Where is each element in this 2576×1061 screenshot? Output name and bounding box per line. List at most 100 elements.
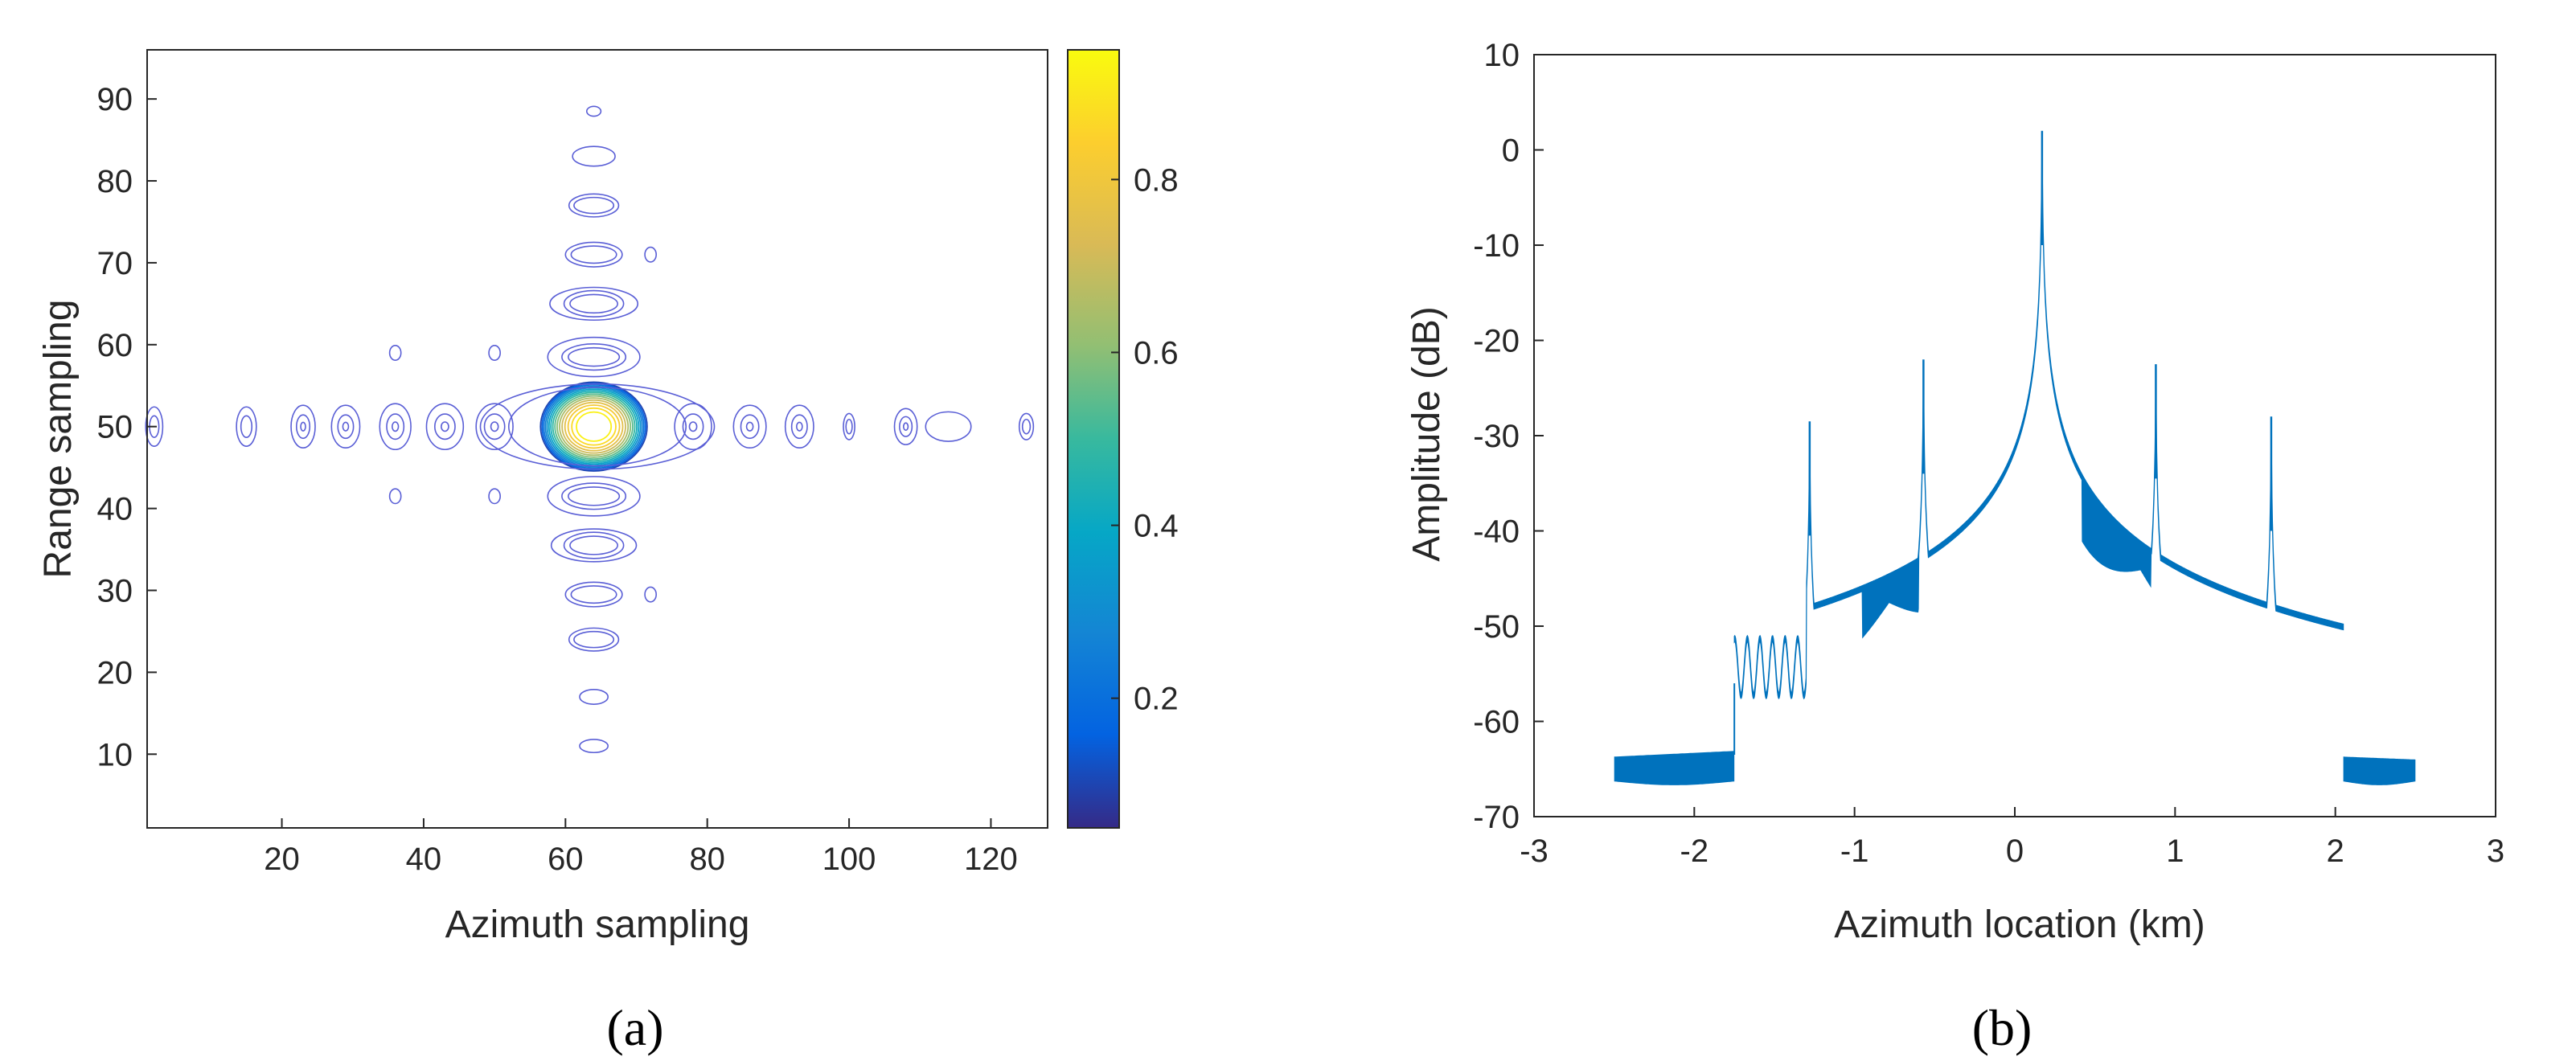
panel-label-a: (a) xyxy=(606,999,663,1056)
contour-line xyxy=(740,414,760,440)
contour-line xyxy=(550,390,638,464)
colorbar: 0.2 0.4 0.6 0.8 xyxy=(1067,49,1179,829)
x-axis-ticks: -3 -2 -1 0 1 2 3 xyxy=(1520,807,2504,869)
contour-line xyxy=(569,535,619,555)
y-tick-label: 80 xyxy=(97,164,133,199)
y-tick-label: 20 xyxy=(97,655,133,690)
contour-line xyxy=(479,383,716,470)
x-tick-label: 0 xyxy=(2006,834,2024,869)
floor-band xyxy=(2343,756,2416,785)
x-axis-label: Azimuth location (km) xyxy=(1834,903,2205,946)
x-tick-label: 2 xyxy=(2327,834,2344,869)
y-tick-label: 70 xyxy=(97,246,133,281)
contour-line xyxy=(547,476,641,517)
contour-line xyxy=(784,404,814,449)
y-axis-label: Range sampling xyxy=(37,300,80,579)
contour-line xyxy=(561,482,627,510)
panel-label-b: (b) xyxy=(1972,999,2032,1056)
contour-line xyxy=(561,343,627,371)
contour-line xyxy=(342,421,350,432)
contour-line xyxy=(573,630,615,649)
contour-line xyxy=(843,412,855,440)
y-tick-label: 50 xyxy=(97,410,133,445)
contour-line xyxy=(391,421,400,432)
contour-line xyxy=(488,488,501,505)
contour-line xyxy=(1018,412,1035,440)
y-tick-label: -10 xyxy=(1473,228,1520,264)
y-axis-ticks: 10 20 30 40 50 60 70 80 90 xyxy=(97,82,157,772)
contour-line xyxy=(490,421,499,432)
colorbar-gradient xyxy=(1067,49,1120,829)
y-tick-label: -20 xyxy=(1473,324,1520,359)
amplitude-series xyxy=(1614,130,2416,785)
contour-line xyxy=(554,393,634,460)
colorbar-tick-label: 0.2 xyxy=(1134,682,1179,717)
contour-line xyxy=(644,586,657,603)
y-axis-label: Amplitude (dB) xyxy=(1405,306,1448,561)
contour-line xyxy=(507,387,687,467)
contour-line xyxy=(570,245,617,264)
contour-line xyxy=(1021,418,1032,435)
x-tick-label: 100 xyxy=(822,842,876,877)
contour-line xyxy=(568,486,621,506)
contour-line xyxy=(564,241,623,268)
y-tick-label: -30 xyxy=(1473,419,1520,454)
contour-line xyxy=(425,403,465,451)
contour-line xyxy=(564,581,623,608)
contour-line xyxy=(568,193,620,218)
axes-box xyxy=(146,49,1048,829)
contour-line xyxy=(682,413,704,440)
contour-line xyxy=(544,385,643,468)
contour-line xyxy=(330,404,361,449)
contour-chart: 20 40 60 80 100 120 10 20 30 40 50 60 70 80 90 Azimut… xyxy=(37,49,1179,1056)
contour-line xyxy=(579,688,609,705)
contour-line xyxy=(674,403,712,451)
y-tick-label: 90 xyxy=(97,82,133,117)
contour-line xyxy=(585,105,602,117)
x-tick-label: 60 xyxy=(548,842,584,877)
contour-line xyxy=(475,403,514,451)
x-tick-label: -3 xyxy=(1520,834,1548,869)
contour-line xyxy=(236,406,257,447)
x-tick-label: 3 xyxy=(2487,834,2504,869)
contour-line xyxy=(549,286,639,322)
contour-line xyxy=(893,408,918,445)
contour-line xyxy=(388,488,402,505)
contour-line xyxy=(295,414,311,440)
contour-line xyxy=(563,531,625,559)
contour-line xyxy=(240,415,253,438)
contour-line xyxy=(561,399,626,454)
contour-line xyxy=(547,336,641,378)
contour-line xyxy=(745,421,754,432)
x-tick-label: 1 xyxy=(2166,834,2184,869)
contour-line xyxy=(568,627,620,652)
contour-line xyxy=(441,421,449,432)
contour-line xyxy=(539,381,648,472)
contour-line xyxy=(145,406,164,447)
y-tick-label: -50 xyxy=(1473,609,1520,645)
contour-line xyxy=(688,421,698,432)
contour-line xyxy=(290,404,316,449)
colorbar-tick-label: 0.6 xyxy=(1134,335,1179,371)
colorbar-tick-label: 0.4 xyxy=(1134,509,1179,544)
contour-line xyxy=(543,383,645,469)
x-tick-label: 120 xyxy=(964,842,1018,877)
x-axis-label: Azimuth sampling xyxy=(445,903,750,946)
x-tick-label: 80 xyxy=(689,842,725,877)
x-tick-label: 40 xyxy=(406,842,442,877)
contour-line xyxy=(379,403,412,451)
contour-line xyxy=(568,346,621,367)
y-tick-label: 0 xyxy=(1502,133,1520,169)
y-tick-label: -40 xyxy=(1473,514,1520,550)
contour-line xyxy=(559,397,630,457)
colorbar-tick-label: 0.8 xyxy=(1134,162,1179,198)
contour-line xyxy=(796,421,803,432)
contour-line xyxy=(732,404,767,449)
contour-line xyxy=(564,401,624,452)
contour-line xyxy=(556,395,632,458)
y-tick-label: 10 xyxy=(97,737,133,772)
contour-line xyxy=(567,404,621,449)
colorbar-ticks: 0.2 0.4 0.6 0.8 xyxy=(1111,162,1179,717)
contour-line xyxy=(903,422,909,431)
